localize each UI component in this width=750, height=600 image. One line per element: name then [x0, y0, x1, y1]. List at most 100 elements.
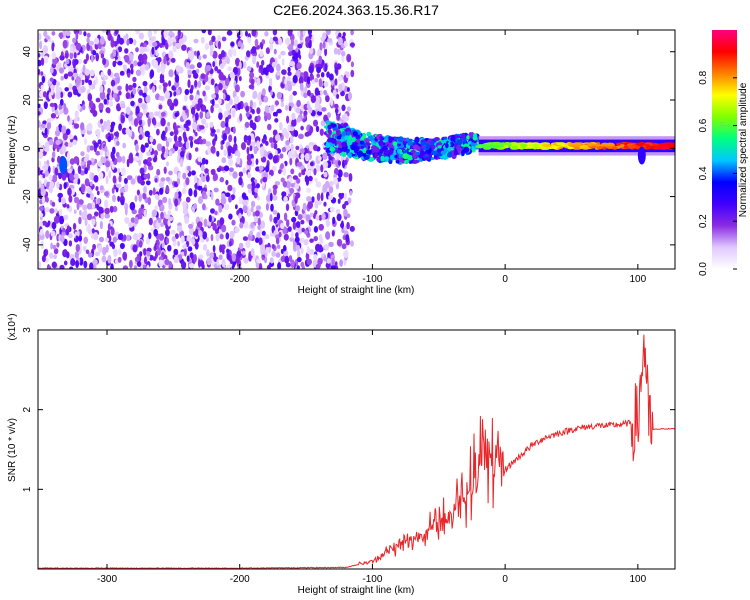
- spectrogram-cell: [188, 262, 195, 269]
- spectrogram-cell: [139, 126, 143, 134]
- spectrogram-cell: [216, 219, 221, 227]
- spectrogram-cell: [260, 156, 267, 163]
- spectrogram-cell: [276, 91, 282, 100]
- spectrogram-cell: [80, 151, 85, 157]
- spectrogram-cell: [67, 187, 72, 196]
- spectrogram-cell: [341, 227, 345, 234]
- spectrogram-cell: [147, 118, 151, 127]
- spectrogram-cell: [211, 215, 215, 222]
- snr-panel: -300 -200 -100 0 100 1 2 3 Height of straight …: [7, 313, 676, 596]
- spectrogram-cell: [275, 237, 280, 245]
- spectrogram-cell: [317, 244, 323, 253]
- spectrogram-cell: [132, 233, 139, 241]
- spectrogram-cell: [133, 60, 138, 67]
- spectrogram-cell: [73, 58, 79, 65]
- spectrogram-cell: [290, 259, 295, 269]
- spectrogram-cell: [112, 205, 118, 213]
- spectrogram-cell: [275, 149, 278, 156]
- spectrogram-cell: [134, 195, 138, 202]
- spectrogram-cell: [228, 158, 234, 167]
- spectrogram-cell: [41, 255, 46, 263]
- spectrogram-cell: [245, 239, 251, 249]
- spectrogram-cell: [293, 39, 298, 48]
- y-tick-label: 0: [22, 145, 33, 151]
- spectrogram-cell: [212, 223, 217, 231]
- spectrogram-cell: [328, 73, 334, 81]
- spectrogram-cell: [156, 243, 160, 250]
- spectrogram-cell: [281, 58, 285, 66]
- spectrogram-cell: [293, 52, 299, 60]
- spectrogram-cell: [128, 52, 134, 61]
- spectrogram-cell: [334, 78, 338, 86]
- spectrogram-cell: [77, 165, 82, 175]
- spectrogram-cell: [456, 139, 463, 146]
- spectrogram-cell: [259, 50, 264, 57]
- spectrogram-cell: [73, 88, 79, 96]
- spectrogram-cell: [212, 173, 218, 182]
- spectrogram-cell: [269, 36, 273, 44]
- spectrogram-cell: [528, 143, 535, 147]
- spectrogram-cell: [295, 244, 301, 252]
- spectrogram-cell: [184, 88, 190, 96]
- spectrogram-cell: [307, 200, 314, 210]
- spectrogram-cell: [215, 233, 220, 242]
- spectrogram-cell: [348, 173, 353, 182]
- spectrogram-cell: [349, 42, 355, 48]
- x-tick-label: -200: [230, 574, 250, 585]
- spectrogram-cell: [43, 163, 49, 172]
- spectrogram-cell: [177, 127, 183, 133]
- spectrogram-cell: [276, 71, 281, 76]
- spectrogram-cell: [273, 143, 278, 150]
- spectrogram-cell: [79, 209, 82, 216]
- spectrogram-cell: [38, 142, 41, 147]
- snr-y-ticks: 1 2 3: [22, 327, 675, 492]
- spectrogram-cell: [301, 227, 306, 233]
- spectrogram-cell: [350, 144, 357, 151]
- spectrogram-cell: [292, 221, 297, 230]
- spectrogram-cell: [371, 145, 377, 150]
- spectrogram-cell: [165, 237, 170, 245]
- spectrogram-cell: [78, 30, 83, 35]
- spectrogram-cell: [301, 264, 305, 269]
- spectrogram-cell: [42, 220, 47, 226]
- spectrogram-cell: [445, 143, 449, 149]
- spectrogram-cell: [290, 168, 295, 175]
- spectrogram-cell: [69, 172, 74, 181]
- spectrogram-cell: [107, 68, 112, 76]
- spectrogram-cell: [143, 173, 149, 179]
- spectrogram-cell: [303, 92, 308, 99]
- spectrogram-cell: [120, 167, 127, 176]
- spectrogram-cell: [207, 146, 212, 155]
- colorbar-ticks: 0.0 0.2 0.4 0.6 0.8: [698, 70, 737, 276]
- spectrogram-cell: [304, 230, 309, 235]
- spectrogram-cell: [140, 204, 145, 210]
- spectrogram-cell: [338, 83, 343, 93]
- spectrogram-cell: [132, 82, 137, 89]
- spectrogram-cell: [310, 95, 317, 103]
- spectrogram-cell: [95, 76, 98, 85]
- spectrogram-cell: [337, 160, 341, 166]
- spectrogram-cell: [130, 100, 135, 107]
- spectrogram-cell: [239, 113, 243, 122]
- spectrogram-cell: [250, 248, 255, 257]
- spectrogram-cell: [196, 103, 201, 112]
- spectrogram-cell: [238, 171, 244, 177]
- spectrogram-cell: [199, 125, 205, 130]
- spectrogram-cell: [67, 142, 73, 148]
- spectrogram-cell: [50, 85, 55, 90]
- y-tick-label: 20: [22, 94, 33, 106]
- spectrogram-cell: [91, 218, 96, 226]
- spectrogram-cell: [193, 72, 199, 79]
- spectrogram-cell: [120, 114, 125, 124]
- spectrogram-cell: [135, 47, 139, 53]
- spectrogram-cell: [147, 157, 153, 162]
- spectrogram-cell: [252, 55, 257, 61]
- spectrogram-cell: [280, 163, 284, 170]
- spectrogram-cell: [138, 32, 145, 40]
- spectrogram-cell: [56, 181, 60, 189]
- spectrogram-cell: [218, 97, 222, 105]
- spectrogram-cell: [374, 152, 378, 159]
- spectrogram-cell: [163, 216, 169, 226]
- spectrogram-cell: [270, 142, 275, 148]
